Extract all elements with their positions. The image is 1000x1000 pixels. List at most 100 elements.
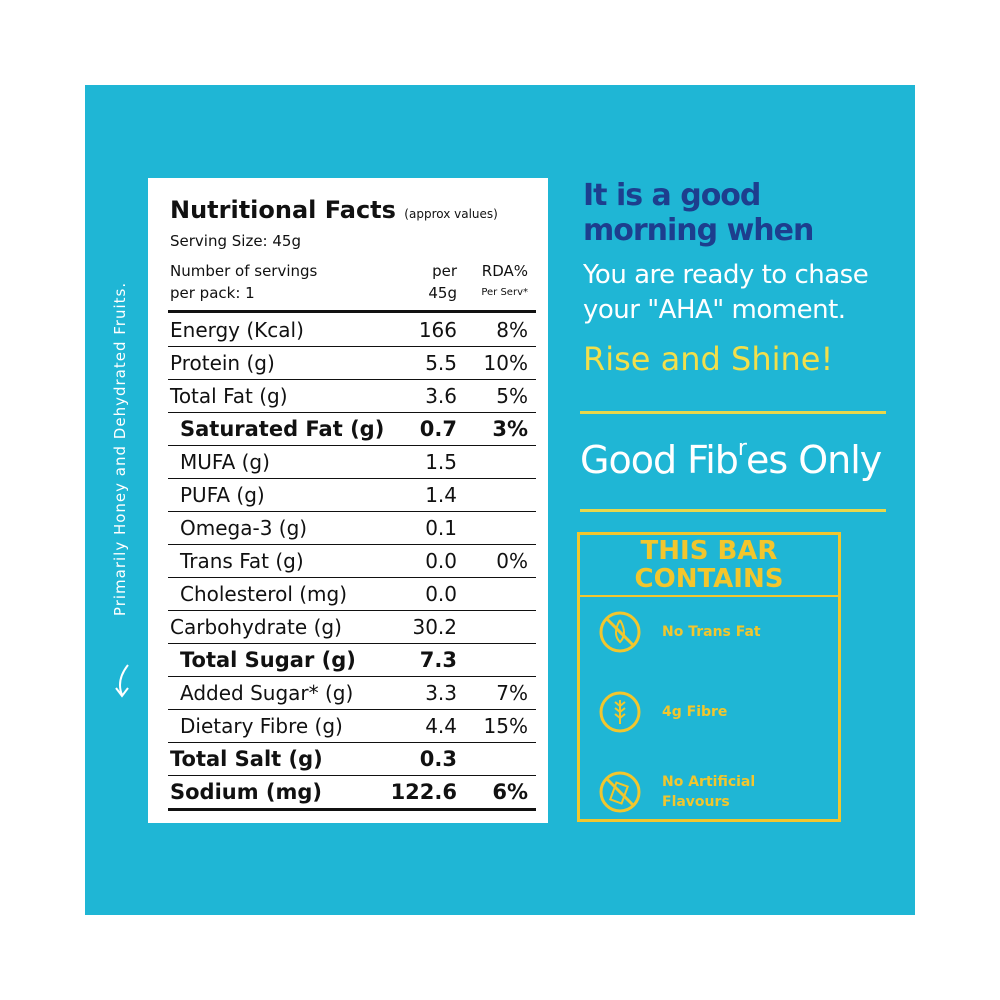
- tagline: Good Fibres Only: [580, 436, 882, 482]
- row-rda: 0%: [496, 549, 528, 573]
- divider: [168, 742, 536, 743]
- divider: [168, 709, 536, 710]
- tagline-part: es Only: [745, 438, 882, 482]
- headline-line: morning when: [583, 213, 814, 248]
- row-label: Energy (Kcal): [170, 318, 304, 342]
- arrow: [115, 664, 129, 698]
- item-label: 4g Fibre: [662, 702, 727, 722]
- divider: [168, 511, 536, 512]
- row-per: 30.2: [412, 615, 457, 639]
- row-label: Added Sugar* (g): [180, 681, 354, 705]
- row-per: 1.4: [425, 483, 457, 507]
- icon: [599, 771, 641, 813]
- servings: Number of servings per pack: 1: [170, 260, 317, 304]
- icon: [599, 691, 641, 733]
- row-label: Carbohydrate (g): [170, 615, 342, 639]
- row-per: 0.3: [419, 747, 457, 771]
- row-per: 3.3: [425, 681, 457, 705]
- row-rda: 10%: [483, 351, 528, 375]
- slogan: Rise and Shine!: [583, 340, 834, 378]
- row-per: 0.0: [425, 549, 457, 573]
- item-label-line: 4g Fibre: [662, 704, 728, 720]
- divider: [168, 643, 536, 644]
- divider: [168, 610, 536, 611]
- row-per: 0.7: [419, 417, 457, 441]
- box-rule: [580, 595, 838, 597]
- nutrition-card: Nutritional Facts (approx values) Servin…: [148, 178, 548, 823]
- row-per: 7.3: [419, 648, 457, 672]
- row-label: Trans Fat (g): [180, 549, 304, 573]
- row-label: Dietary Fibre (g): [180, 714, 343, 738]
- row-label: Total Salt (g): [170, 747, 323, 771]
- headline-line: It is a good: [583, 178, 761, 213]
- item-label-line: No Artificial: [662, 774, 756, 790]
- subline-line: You are ready to chase: [583, 260, 869, 290]
- divider: [168, 478, 536, 479]
- item-icon: [598, 770, 642, 818]
- rule: [580, 411, 886, 414]
- divider: [168, 676, 536, 677]
- row-label: Saturated Fat (g): [180, 417, 385, 441]
- divider: [168, 412, 536, 413]
- item-label: No Trans Fat: [662, 622, 761, 642]
- icon: [599, 611, 641, 653]
- divider: [168, 346, 536, 347]
- item-icon: [598, 690, 642, 738]
- col-rda: RDA% Per Serv*: [458, 260, 528, 304]
- row-rda: 7%: [496, 681, 528, 705]
- box-title: THIS BAR CONTAINS: [580, 537, 838, 593]
- item-icon: [598, 610, 642, 658]
- row-label: Protein (g): [170, 351, 275, 375]
- row-per: 0.1: [425, 516, 457, 540]
- subline-line: your "AHA" moment.: [583, 295, 846, 325]
- divider: [168, 310, 536, 313]
- divider: [168, 379, 536, 380]
- subline: You are ready to chase your "AHA" moment.: [583, 258, 869, 328]
- row-label: Omega-3 (g): [180, 516, 308, 540]
- rule: [580, 509, 886, 512]
- headline: It is a good morning when: [583, 178, 814, 248]
- tagline-part: r: [737, 436, 747, 461]
- divider: [168, 544, 536, 545]
- title: Nutritional Facts: [170, 196, 396, 224]
- divider: [168, 577, 536, 578]
- row-per: 5.5: [425, 351, 457, 375]
- row-per: 122.6: [390, 780, 457, 804]
- row-per: 1.5: [425, 450, 457, 474]
- row-label: Sodium (mg): [170, 780, 323, 804]
- row-rda: 5%: [496, 384, 528, 408]
- servings-line: Number of servings: [170, 262, 318, 280]
- divider: [168, 775, 536, 776]
- col-head: RDA%: [481, 262, 528, 280]
- row-label: Total Sugar (g): [180, 648, 356, 672]
- row-label: MUFA (g): [180, 450, 270, 474]
- row-rda: 15%: [483, 714, 528, 738]
- title-note: (approx values): [404, 207, 498, 221]
- row-label: Total Fat (g): [170, 384, 288, 408]
- row-rda: 6%: [492, 780, 528, 804]
- col-per: per 45g: [398, 260, 457, 304]
- item-label-line: No Trans Fat: [662, 624, 761, 640]
- col-head: Per Serv*: [481, 287, 528, 298]
- row-label: Cholesterol (mg): [180, 582, 348, 606]
- col-head: 45g: [428, 284, 457, 302]
- contains-box: THIS BAR CONTAINS No Trans Fat 4g Fibre No …: [577, 532, 841, 822]
- row-per: 0.0: [425, 582, 457, 606]
- tagline-part: Good Fib: [580, 438, 739, 482]
- row-rda: 3%: [492, 417, 528, 441]
- col-head: per: [432, 262, 457, 280]
- row-per: 166: [418, 318, 457, 342]
- serving-size: Serving Size: 45g: [170, 232, 301, 250]
- row-label: PUFA (g): [180, 483, 265, 507]
- box-title-line: CONTAINS: [634, 564, 784, 594]
- item-label-line: Flavours: [662, 794, 730, 810]
- table-title: Nutritional Facts (approx values): [170, 196, 498, 224]
- row-per: 4.4: [425, 714, 457, 738]
- row-per: 3.6: [425, 384, 457, 408]
- item-label: No Artificial Flavours: [662, 772, 755, 812]
- servings-line: per pack: 1: [170, 284, 255, 302]
- divider: [168, 808, 536, 811]
- row-rda: 8%: [496, 318, 528, 342]
- box-title-line: THIS BAR: [640, 536, 778, 566]
